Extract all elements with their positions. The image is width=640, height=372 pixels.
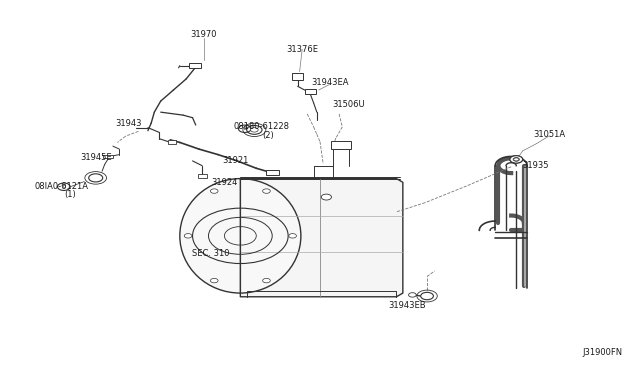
- Text: 31943EB: 31943EB: [388, 301, 426, 311]
- Text: B: B: [243, 126, 246, 131]
- Text: 31506U: 31506U: [332, 100, 365, 109]
- Bar: [189, 63, 201, 68]
- Bar: [168, 140, 176, 144]
- Text: 08180-61228: 08180-61228: [234, 122, 289, 131]
- Circle shape: [420, 292, 433, 300]
- Circle shape: [321, 194, 332, 200]
- Text: (1): (1): [65, 190, 76, 199]
- Text: 31924: 31924: [211, 178, 237, 187]
- Circle shape: [211, 278, 218, 283]
- Bar: [103, 155, 113, 158]
- Text: 31051A: 31051A: [533, 130, 566, 139]
- Text: SEC. 310: SEC. 310: [191, 249, 229, 258]
- Text: 31945E: 31945E: [80, 153, 111, 162]
- Bar: [305, 89, 316, 94]
- Circle shape: [289, 234, 296, 238]
- Circle shape: [89, 174, 102, 182]
- Bar: [198, 174, 207, 178]
- Circle shape: [510, 156, 523, 163]
- Text: J31900FN: J31900FN: [582, 347, 623, 357]
- Text: B: B: [62, 184, 65, 189]
- Bar: [292, 73, 303, 80]
- Circle shape: [250, 128, 258, 132]
- Circle shape: [262, 278, 270, 283]
- Text: 08IA0-6121A: 08IA0-6121A: [35, 182, 89, 191]
- Circle shape: [184, 234, 192, 238]
- Ellipse shape: [180, 179, 301, 293]
- Text: 31943EA: 31943EA: [311, 78, 348, 87]
- Circle shape: [514, 158, 519, 161]
- Circle shape: [513, 158, 520, 161]
- Polygon shape: [241, 179, 403, 297]
- Text: 31970: 31970: [191, 30, 217, 39]
- Circle shape: [262, 189, 270, 193]
- Circle shape: [211, 189, 218, 193]
- Circle shape: [510, 156, 523, 163]
- Circle shape: [246, 125, 262, 134]
- Bar: [332, 141, 351, 149]
- Bar: [266, 170, 278, 175]
- Text: 31943: 31943: [116, 119, 142, 128]
- Text: 31921: 31921: [223, 155, 249, 165]
- Text: (2): (2): [262, 131, 274, 140]
- Circle shape: [408, 293, 416, 297]
- Text: 31376E: 31376E: [286, 45, 318, 54]
- Text: 31935: 31935: [522, 161, 548, 170]
